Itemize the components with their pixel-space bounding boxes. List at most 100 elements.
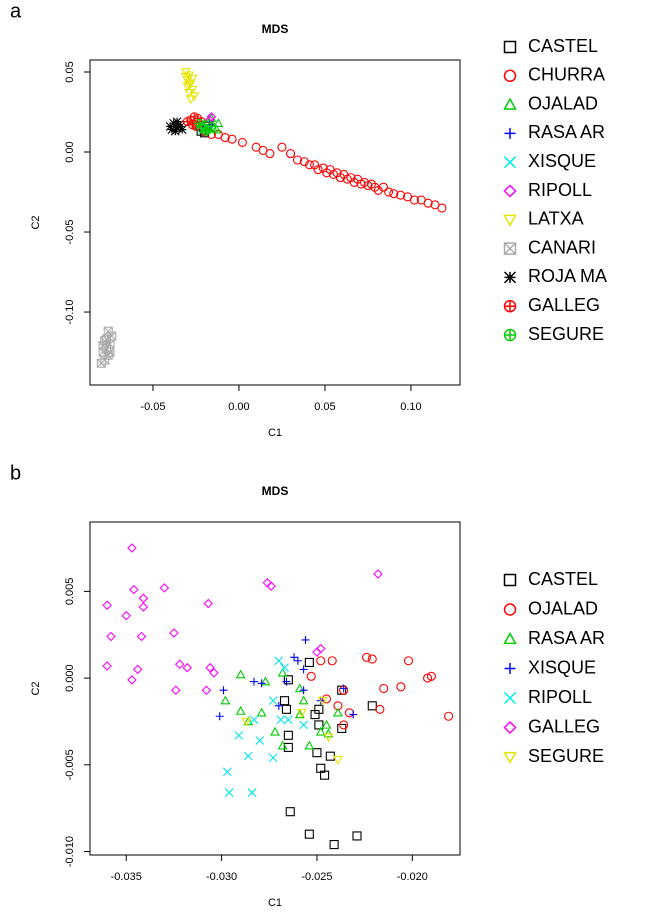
legend-label: RIPOLL (528, 687, 592, 707)
point (356, 179, 366, 189)
point (129, 584, 139, 595)
point (292, 155, 302, 165)
legend-marker (503, 214, 517, 227)
point (379, 683, 389, 694)
point (235, 705, 246, 715)
point (323, 728, 334, 738)
point (268, 696, 278, 706)
point (177, 125, 187, 134)
point (294, 709, 305, 719)
point (396, 682, 406, 692)
legend-label: OJALAD (528, 598, 598, 618)
legend-marker (503, 328, 517, 342)
legend-marker (503, 271, 517, 284)
point (315, 726, 326, 736)
point (293, 656, 302, 665)
legend-label: OJALAD (528, 93, 598, 113)
y-tick-label: -0.005 (64, 749, 76, 780)
point (310, 160, 320, 170)
point (301, 635, 310, 644)
point (121, 610, 132, 621)
point (339, 685, 349, 695)
y-tick-label: 0.05 (64, 61, 76, 82)
point (215, 712, 224, 721)
x-tick-label: 0.10 (400, 401, 421, 413)
point (314, 720, 324, 730)
legend-label: GALLEG (528, 295, 600, 315)
legend-label: XISQUE (528, 657, 596, 677)
legend-marker (503, 300, 517, 313)
point (260, 676, 271, 686)
point (304, 740, 315, 750)
point (132, 664, 143, 675)
point (249, 715, 259, 725)
point (227, 134, 237, 144)
point (313, 165, 323, 175)
point (201, 126, 211, 136)
point (279, 696, 290, 706)
point (299, 157, 309, 167)
point (277, 740, 288, 750)
point (316, 656, 326, 666)
legend-marker (503, 691, 517, 705)
point (323, 733, 334, 743)
point (333, 755, 343, 765)
point (243, 716, 254, 726)
point (172, 123, 182, 133)
legend-label: GALLEG (528, 716, 600, 736)
point (270, 726, 280, 736)
point (234, 730, 244, 740)
y-tick-label: 0.005 (64, 578, 76, 606)
legend-marker (503, 40, 517, 54)
point (321, 719, 332, 729)
point (167, 125, 177, 134)
point (294, 683, 305, 693)
point (247, 788, 257, 797)
legend-label: CHURRA (528, 65, 605, 85)
point (280, 663, 289, 673)
point (205, 662, 215, 673)
point (327, 656, 337, 666)
point (106, 631, 116, 642)
point (304, 829, 314, 839)
point (209, 668, 219, 678)
point (182, 662, 193, 673)
legend-label: CANARI (528, 237, 596, 257)
panel-label: a (10, 0, 22, 22)
legend-marker (503, 751, 517, 765)
point (437, 203, 447, 213)
point (346, 173, 356, 183)
point (335, 173, 346, 183)
point (170, 126, 180, 136)
point (325, 751, 335, 761)
legend-label: CASTEL (528, 569, 598, 589)
point (276, 715, 286, 725)
point (187, 74, 198, 84)
y-tick-label: 0.000 (64, 664, 76, 692)
point (389, 189, 399, 199)
point (241, 717, 252, 727)
point (256, 707, 267, 717)
point (274, 701, 283, 710)
point (316, 763, 326, 773)
point (127, 675, 137, 685)
x-tick-label: -0.05 (140, 401, 165, 413)
point (127, 543, 137, 553)
point (361, 652, 372, 662)
point (255, 736, 265, 745)
point (304, 657, 314, 668)
y-tick-label: -0.010 (64, 836, 76, 867)
point (409, 195, 419, 205)
y-axis-label: C2 (30, 681, 42, 695)
point (201, 685, 212, 696)
point (375, 704, 385, 714)
point (320, 770, 330, 780)
point (349, 177, 359, 187)
x-tick-label: -0.025 (301, 871, 332, 883)
point (219, 686, 228, 695)
point (266, 581, 276, 591)
legend-marker (503, 573, 517, 587)
point (222, 767, 232, 777)
point (359, 177, 370, 187)
legend-marker (504, 663, 516, 674)
